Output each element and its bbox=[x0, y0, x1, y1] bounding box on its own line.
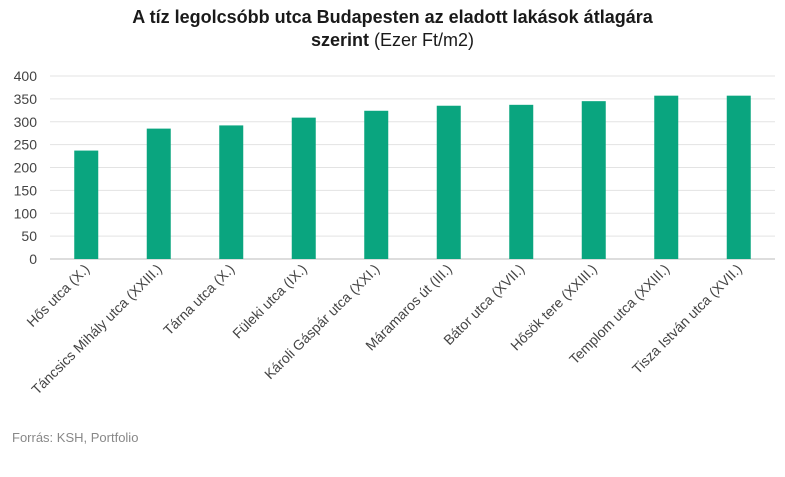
bar bbox=[654, 95, 679, 259]
x-tick-label: Táncsics Mihály utca (XXIII.) bbox=[28, 261, 165, 398]
y-tick-label: 150 bbox=[14, 182, 38, 198]
y-tick-label: 0 bbox=[29, 251, 37, 267]
bar bbox=[726, 95, 751, 259]
x-tick-label: Hős utca (X.) bbox=[23, 261, 92, 330]
y-tick-label: 400 bbox=[14, 68, 38, 84]
bar bbox=[581, 101, 606, 259]
y-tick-label: 300 bbox=[14, 114, 38, 130]
bar bbox=[74, 150, 99, 259]
y-tick-label: 100 bbox=[14, 205, 38, 221]
y-tick-label: 250 bbox=[14, 137, 38, 153]
bar bbox=[364, 110, 389, 260]
bar bbox=[291, 117, 316, 259]
y-tick-label: 350 bbox=[14, 91, 38, 107]
source-note: Forrás: KSH, Portfolio bbox=[12, 430, 139, 445]
bar bbox=[219, 125, 244, 259]
bar bbox=[436, 105, 461, 259]
bar bbox=[509, 104, 534, 259]
chart-title-unit: (Ezer Ft/m2) bbox=[374, 30, 475, 50]
x-tick-label: Tárna utca (X.) bbox=[160, 261, 237, 338]
chart-title: A tíz legolcsóbb utca Budapesten az elad… bbox=[0, 6, 785, 52]
y-tick-label: 200 bbox=[14, 160, 38, 176]
chart-title-bold: szerint bbox=[310, 30, 369, 50]
chart-title-line1: A tíz legolcsóbb utca Budapesten az elad… bbox=[132, 7, 653, 27]
bar bbox=[146, 128, 171, 259]
x-tick-label: Füleki utca (IX.) bbox=[229, 261, 310, 342]
y-tick-label: 50 bbox=[21, 228, 37, 244]
